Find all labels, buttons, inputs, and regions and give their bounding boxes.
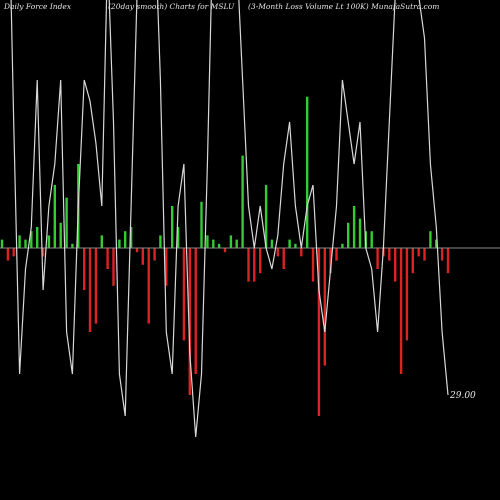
force-index-bar bbox=[223, 248, 227, 253]
force-index-bar bbox=[129, 227, 133, 248]
force-index-bar bbox=[270, 239, 274, 248]
force-index-bar bbox=[53, 185, 56, 248]
force-index-bar bbox=[388, 248, 391, 261]
force-index-bar bbox=[200, 201, 203, 248]
force-index-bar bbox=[83, 248, 86, 290]
force-index-bar bbox=[0, 239, 4, 248]
force-index-bar bbox=[317, 248, 321, 416]
force-index-bar bbox=[411, 248, 414, 274]
force-index-bar bbox=[212, 239, 215, 248]
force-index-bar bbox=[440, 248, 444, 261]
force-index-bar bbox=[182, 248, 186, 341]
force-index-bar bbox=[247, 248, 250, 282]
force-index-bar bbox=[352, 206, 356, 248]
force-index-bar bbox=[65, 197, 68, 248]
force-index-bar bbox=[106, 248, 109, 269]
force-index-bar bbox=[135, 248, 139, 253]
force-index-bar bbox=[294, 243, 297, 248]
force-index-bar bbox=[405, 248, 409, 341]
force-index-bar bbox=[141, 248, 144, 265]
force-index-bar bbox=[253, 248, 256, 282]
force-index-bar bbox=[347, 222, 350, 248]
force-index-bar bbox=[100, 235, 103, 248]
force-index-bar bbox=[47, 235, 51, 248]
force-index-bar bbox=[147, 248, 150, 324]
force-index-bar bbox=[94, 248, 98, 324]
force-index-bar bbox=[159, 235, 162, 248]
chart-source: (3-Month Loss Volume Lt 100K) MunafaSutr… bbox=[248, 2, 440, 11]
chart-title: Daily Force Index bbox=[4, 2, 72, 11]
force-index-bar bbox=[217, 243, 221, 248]
force-index-bar bbox=[6, 248, 10, 261]
force-index-bar bbox=[41, 248, 45, 257]
force-index-bar bbox=[323, 248, 326, 366]
force-index-bar bbox=[194, 248, 197, 374]
force-index-bar bbox=[429, 231, 432, 248]
force-index-bar bbox=[417, 248, 420, 257]
force-index-bar bbox=[394, 248, 397, 282]
force-index-bar bbox=[124, 231, 127, 248]
force-index-bar bbox=[435, 239, 438, 248]
force-index-bar bbox=[300, 248, 303, 257]
force-index-bar bbox=[59, 222, 62, 248]
force-index-bar bbox=[30, 231, 33, 248]
force-index-bar bbox=[118, 239, 121, 248]
force-index-bar bbox=[176, 227, 180, 248]
force-index-bar bbox=[335, 248, 338, 261]
force-index-bar bbox=[329, 248, 332, 274]
force-index-bar bbox=[341, 243, 344, 248]
bar-series bbox=[0, 96, 450, 416]
force-index-bar bbox=[358, 218, 362, 248]
force-index-bar bbox=[36, 227, 39, 248]
force-index-bar bbox=[259, 248, 262, 274]
force-index-bar bbox=[276, 248, 279, 257]
force-index-bar bbox=[399, 248, 403, 374]
force-index-bar bbox=[423, 248, 426, 261]
force-index-bar bbox=[71, 243, 74, 248]
chart-subtitle: (20day smooth) Charts for MSLU bbox=[108, 2, 235, 11]
force-index-bar bbox=[165, 248, 168, 286]
price-line bbox=[10, 0, 449, 438]
force-index-bar bbox=[188, 248, 191, 395]
force-index-bar bbox=[376, 248, 379, 269]
force-index-bar bbox=[153, 248, 156, 261]
force-index-bar bbox=[12, 248, 15, 257]
force-index-bar bbox=[446, 248, 450, 274]
last-value-label: 29.00 bbox=[449, 391, 476, 401]
force-index-bar bbox=[88, 248, 92, 332]
force-index-bar bbox=[229, 235, 233, 248]
force-index-bar bbox=[235, 239, 238, 248]
force-index-bar bbox=[241, 155, 244, 248]
force-index-bar bbox=[288, 239, 291, 248]
force-index-bar bbox=[112, 248, 115, 286]
force-index-bar bbox=[370, 231, 373, 248]
force-index-bar bbox=[282, 248, 285, 269]
force-index-bar bbox=[264, 185, 268, 248]
force-index-bar bbox=[18, 235, 21, 248]
force-index-bar bbox=[171, 206, 174, 248]
force-index-bar bbox=[311, 248, 315, 282]
force-index-bar bbox=[24, 239, 27, 248]
force-index-bar bbox=[306, 96, 309, 248]
force-index-bar bbox=[206, 235, 209, 248]
